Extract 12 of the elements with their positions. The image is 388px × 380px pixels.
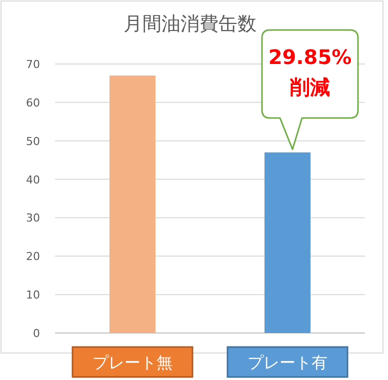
y-tick-label: 40 [26,173,40,186]
y-tick-label: 20 [26,250,40,264]
y-tick-label: 70 [26,58,40,71]
y-tick-label: 60 [26,96,40,110]
x-tick-label: プレート有 [248,353,328,372]
chart-title: 月間油消費缶数 [124,13,256,35]
y-tick-label: 10 [26,288,40,302]
y-tick-label: 0 [33,327,40,340]
y-tick-label: 30 [26,212,40,225]
y-tick-label: 50 [26,134,40,148]
annotation: 29.85% 削減 [268,45,352,99]
x-tick-label: プレート無 [92,353,172,372]
